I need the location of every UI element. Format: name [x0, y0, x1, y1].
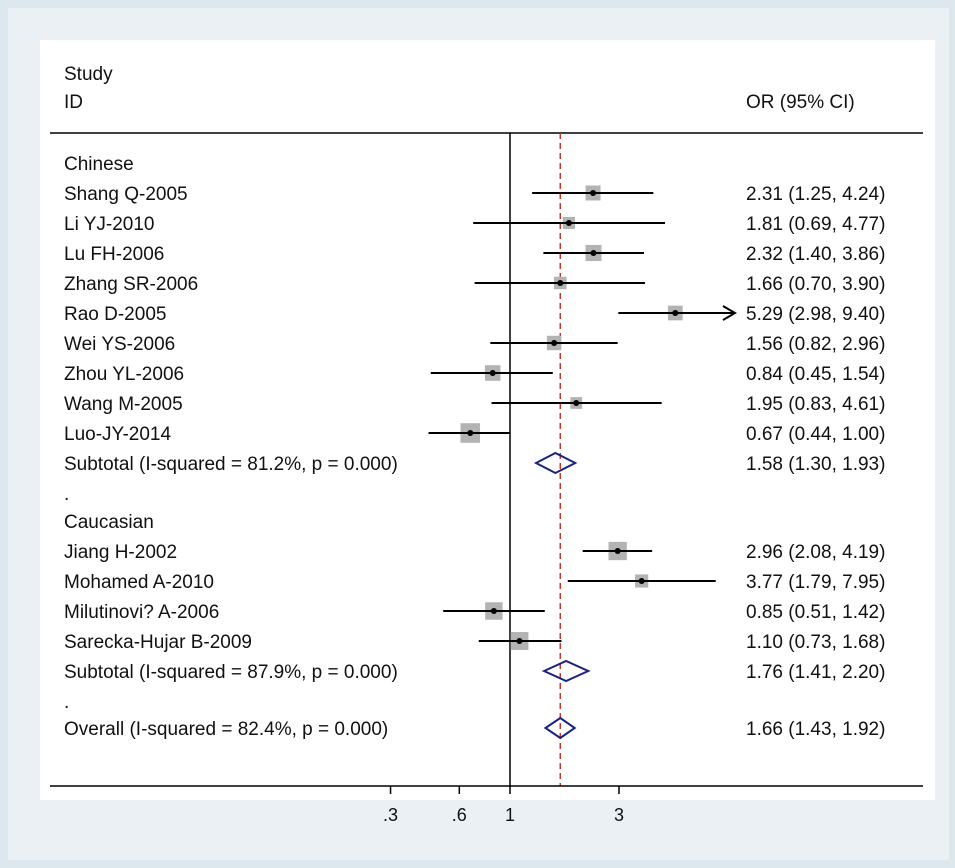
study-label: Li YJ-2010: [64, 214, 155, 235]
ci-arrow: [722, 305, 737, 321]
or-ci-value: 1.81 (0.69, 4.77): [746, 214, 885, 235]
study-label: Zhou YL-2006: [64, 364, 184, 385]
study-label: Wei YS-2006: [64, 334, 175, 355]
or-ci-value: 0.67 (0.44, 1.00): [746, 424, 885, 445]
x-tick-label: .6: [452, 805, 467, 825]
or-ci-value: 1.66 (1.43, 1.92): [746, 719, 885, 740]
or-ci-value: 0.84 (0.45, 1.54): [746, 364, 885, 385]
or-ci-value: 2.31 (1.25, 4.24): [746, 184, 885, 205]
group-label: Caucasian: [64, 512, 154, 533]
group-label: Chinese: [64, 154, 134, 175]
or-ci-value: 1.58 (1.30, 1.93): [746, 454, 885, 475]
or-ci-value: 5.29 (2.98, 9.40): [746, 304, 885, 325]
subtotal-label: Subtotal (I-squared = 81.2%, p = 0.000): [64, 454, 398, 475]
study-label: Jiang H-2002: [64, 542, 177, 563]
subtotal-diamond: [541, 659, 591, 683]
point-estimate: [551, 340, 558, 346]
header-id: ID: [64, 92, 83, 113]
plot-panel: [40, 40, 935, 800]
subtotal-label: Subtotal (I-squared = 87.9%, p = 0.000): [64, 662, 398, 683]
header-study: Study: [64, 64, 113, 85]
or-ci-value: 2.96 (2.08, 4.19): [746, 542, 885, 563]
point-estimate: [489, 370, 496, 376]
study-label: Rao D-2005: [64, 304, 166, 325]
study-label: Milutinovi? A-2006: [64, 602, 219, 623]
point-estimate: [565, 220, 572, 226]
point-estimate: [557, 280, 564, 286]
point-estimate: [638, 578, 645, 584]
point-estimate: [672, 310, 679, 316]
point-estimate: [590, 190, 597, 196]
or-ci-value: 1.66 (0.70, 3.90): [746, 274, 885, 295]
overall-label: Overall (I-squared = 82.4%, p = 0.000): [64, 719, 388, 740]
spacer-label: .: [64, 692, 69, 713]
subtotal-diamond: [533, 451, 578, 475]
or-ci-value: 3.77 (1.79, 7.95): [746, 572, 885, 593]
or-ci-value: 1.10 (0.73, 1.68): [746, 632, 885, 653]
study-label: Lu FH-2006: [64, 244, 164, 265]
x-tick-label: .3: [383, 805, 398, 825]
study-label: Zhang SR-2006: [64, 274, 198, 295]
study-label: Sarecka-Hujar B-2009: [64, 632, 252, 653]
point-estimate: [467, 430, 474, 436]
study-label: Mohamed A-2010: [64, 572, 214, 593]
or-ci-value: 2.32 (1.40, 3.86): [746, 244, 885, 265]
point-estimate: [590, 250, 597, 256]
point-estimate: [516, 638, 523, 644]
header-or-ci: OR (95% CI): [746, 92, 855, 113]
study-label: Shang Q-2005: [64, 184, 188, 205]
study-label: Luo-JY-2014: [64, 424, 171, 445]
spacer-label: .: [64, 484, 69, 505]
x-tick-label: 3: [614, 805, 624, 825]
study-label: Wang M-2005: [64, 394, 183, 415]
point-estimate: [614, 548, 621, 554]
overall-diamond: [543, 716, 577, 740]
or-ci-value: 1.76 (1.41, 2.20): [746, 662, 885, 683]
point-estimate: [573, 400, 580, 406]
or-ci-value: 0.85 (0.51, 1.42): [746, 602, 885, 623]
or-ci-value: 1.95 (0.83, 4.61): [746, 394, 885, 415]
x-tick-label: 1: [505, 805, 515, 825]
point-estimate: [490, 608, 497, 614]
or-ci-value: 1.56 (0.82, 2.96): [746, 334, 885, 355]
